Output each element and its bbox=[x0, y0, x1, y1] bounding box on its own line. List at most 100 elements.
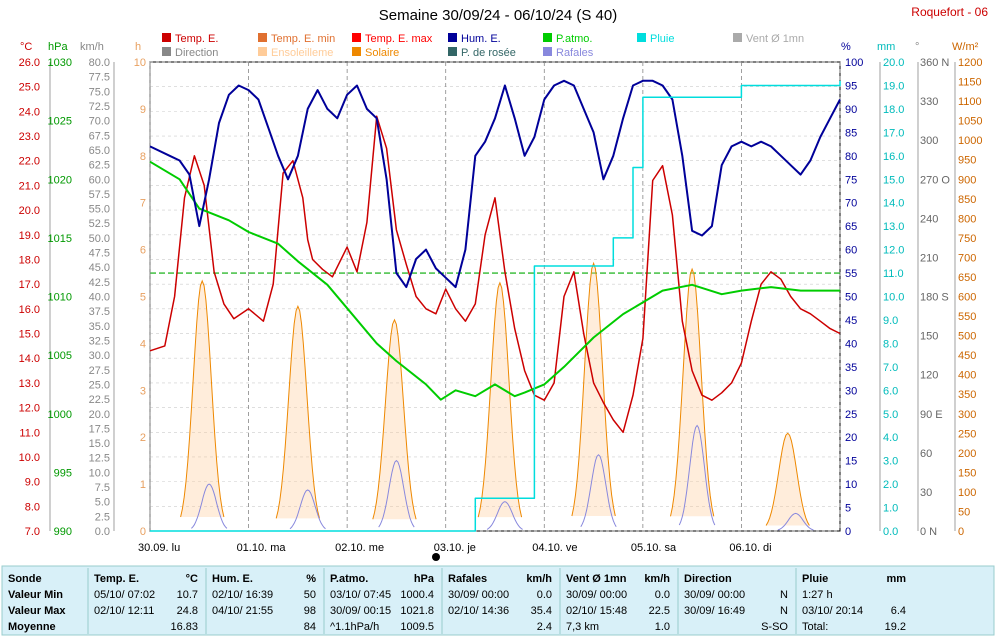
tick-label-rain: 16.0 bbox=[883, 151, 904, 163]
legend-label: Pluie bbox=[650, 33, 674, 45]
stats-cell-when: 30/09/ 16:49 bbox=[684, 605, 745, 617]
tick-label-sun: 1 bbox=[140, 479, 146, 491]
gust-peak bbox=[191, 483, 228, 529]
stats-column-unit: hPa bbox=[414, 573, 435, 585]
unit-labels: °C hPa km/h h % mm ° W/m² bbox=[20, 41, 979, 53]
tick-label-wind: 2.5 bbox=[95, 511, 110, 523]
unit-solar: W/m² bbox=[952, 41, 979, 53]
tick-label-wind: 57.5 bbox=[89, 189, 110, 201]
tick-label-temp: 26.0 bbox=[19, 57, 40, 69]
stats-cell-value: 50 bbox=[304, 589, 316, 601]
tick-label-solar: 750 bbox=[958, 233, 976, 245]
stats-cell-when: 30/09/ 00:00 bbox=[448, 589, 509, 601]
tick-label-rain: 17.0 bbox=[883, 127, 904, 139]
tick-label-wind: 65.0 bbox=[89, 145, 110, 157]
tick-label-pressure: 1025 bbox=[48, 116, 72, 128]
tick-label-rain: 10.0 bbox=[883, 292, 904, 304]
solar-peak bbox=[477, 281, 523, 518]
tick-label-wind: 77.5 bbox=[89, 72, 110, 84]
tick-label-solar: 400 bbox=[958, 370, 976, 382]
stats-cell-value: 0.0 bbox=[537, 589, 552, 601]
stats-cell-when: 30/09/ 00:00 bbox=[566, 589, 627, 601]
legend-swatch bbox=[352, 33, 361, 42]
legend-label: P.atmo. bbox=[556, 33, 593, 45]
x-axis-labels: 30.09. lu 01.10. ma 02.10. me 03.10. je 04.1… bbox=[138, 542, 772, 554]
tick-label-wind: 47.5 bbox=[89, 248, 110, 260]
stats-cell-value: 22.5 bbox=[649, 605, 670, 617]
tick-label-solar: 1050 bbox=[958, 116, 982, 128]
tick-label-temp: 8.0 bbox=[25, 501, 40, 513]
tick-label-pressure: 1005 bbox=[48, 350, 72, 362]
legend-swatch bbox=[733, 33, 742, 42]
tick-label-sun: 10 bbox=[134, 57, 146, 69]
stats-column-unit: °C bbox=[186, 573, 198, 585]
stats-cell-value: N bbox=[780, 589, 788, 601]
tick-label-sun: 0 bbox=[140, 526, 146, 538]
legend-label: Temp. E. max bbox=[365, 33, 433, 45]
stats-column-title: Pluie bbox=[802, 573, 828, 585]
stats-cell-when: 05/10/ 07:02 bbox=[94, 589, 155, 601]
tick-label-humidity: 50 bbox=[845, 292, 857, 304]
tick-label-wind: 37.5 bbox=[89, 306, 110, 318]
tick-label-direction: 30 bbox=[920, 487, 932, 499]
tick-label-wind: 20.0 bbox=[89, 409, 110, 421]
tick-label-temp: 16.0 bbox=[19, 304, 40, 316]
solar-peak bbox=[372, 318, 417, 520]
legend-swatch bbox=[448, 33, 457, 42]
tick-label-humidity: 30 bbox=[845, 385, 857, 397]
tick-label-rain: 4.0 bbox=[883, 432, 898, 444]
stats-cell-value: 1021.8 bbox=[400, 605, 434, 617]
stats-column-title: Direction bbox=[684, 573, 732, 585]
legend-label: Hum. E. bbox=[461, 33, 501, 45]
tick-label-solar: 600 bbox=[958, 292, 976, 304]
legend-swatch bbox=[448, 47, 457, 56]
tick-label-rain: 5.0 bbox=[883, 409, 898, 421]
tick-label-solar: 1150 bbox=[958, 77, 982, 89]
legend-swatch bbox=[352, 47, 361, 56]
stats-column-title: P.atmo. bbox=[330, 573, 368, 585]
x-tick-label: 04.10. ve bbox=[532, 542, 577, 554]
legend-label: Rafales bbox=[556, 47, 594, 59]
stats-cell-when: 02/10/ 16:39 bbox=[212, 589, 273, 601]
tick-label-direction: 180 S bbox=[920, 292, 949, 304]
tick-label-temp: 24.0 bbox=[19, 106, 40, 118]
tick-label-wind: 42.5 bbox=[89, 277, 110, 289]
tick-label-sun: 2 bbox=[140, 432, 146, 444]
tick-label-wind: 27.5 bbox=[89, 365, 110, 377]
stats-cell-value: 35.4 bbox=[531, 605, 552, 617]
tick-label-wind: 0.0 bbox=[95, 526, 110, 538]
unit-rain: mm bbox=[877, 41, 895, 53]
tick-label-direction: 360 N bbox=[920, 57, 949, 69]
stats-cell-value: 1000.4 bbox=[400, 589, 434, 601]
stats-cell-when: ^1.1hPa/h bbox=[330, 621, 379, 633]
gust-peak bbox=[580, 454, 617, 527]
tick-label-solar: 250 bbox=[958, 428, 976, 440]
tick-label-humidity: 40 bbox=[845, 338, 857, 350]
tick-label-solar: 900 bbox=[958, 174, 976, 186]
legend-label: Vent Ø 1mn bbox=[746, 33, 804, 45]
chart-axes: 7.08.09.010.011.012.013.014.015.016.017.… bbox=[19, 57, 983, 538]
stats-cell-when: 02/10/ 14:36 bbox=[448, 605, 509, 617]
tick-label-humidity: 65 bbox=[845, 221, 857, 233]
tick-label-sun: 8 bbox=[140, 151, 146, 163]
tick-label-solar: 700 bbox=[958, 252, 976, 264]
x-tick-label: 01.10. ma bbox=[237, 542, 287, 554]
tick-label-direction: 120 bbox=[920, 370, 938, 382]
tick-label-wind: 67.5 bbox=[89, 130, 110, 142]
legend-swatch bbox=[637, 33, 646, 42]
tick-label-rain: 1.0 bbox=[883, 503, 898, 515]
tick-label-direction: 90 E bbox=[920, 409, 943, 421]
tick-label-temp: 10.0 bbox=[19, 452, 40, 464]
tick-label-humidity: 80 bbox=[845, 151, 857, 163]
tick-label-temp: 12.0 bbox=[19, 403, 40, 415]
stats-column-unit: % bbox=[306, 573, 316, 585]
tick-label-solar: 450 bbox=[958, 350, 976, 362]
tick-label-humidity: 35 bbox=[845, 362, 857, 374]
stats-row-label: Moyenne bbox=[8, 621, 56, 633]
tick-label-rain: 20.0 bbox=[883, 57, 904, 69]
tick-label-rain: 6.0 bbox=[883, 385, 898, 397]
tick-label-humidity: 95 bbox=[845, 80, 857, 92]
tick-label-humidity: 85 bbox=[845, 127, 857, 139]
stats-cell-value: 10.7 bbox=[177, 589, 198, 601]
